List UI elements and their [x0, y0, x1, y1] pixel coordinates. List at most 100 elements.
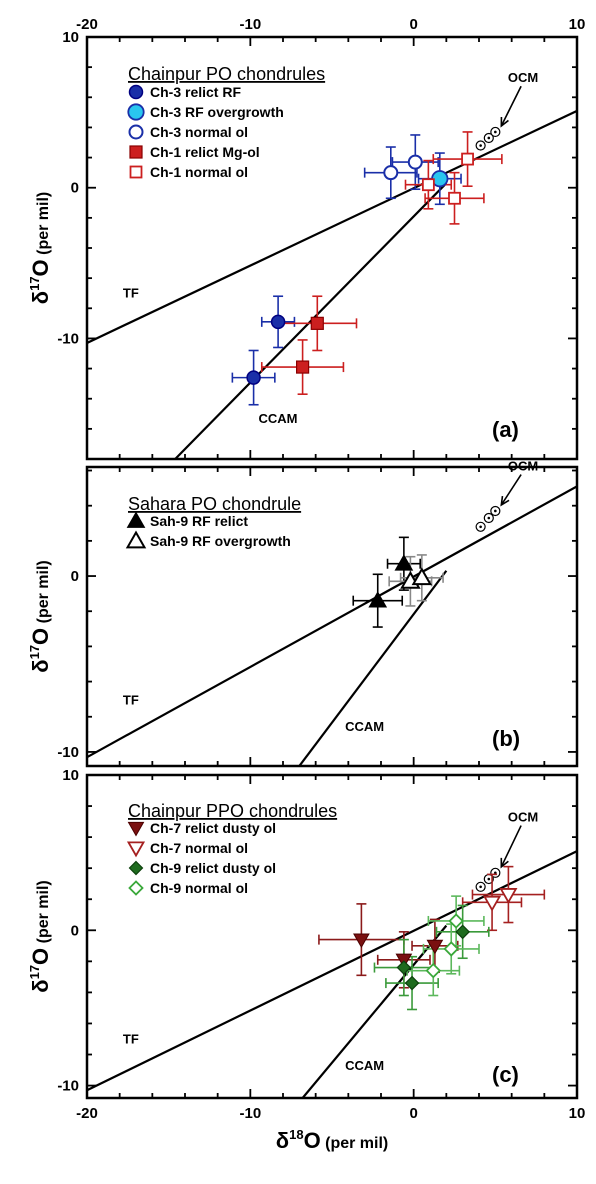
data-point — [296, 360, 310, 374]
legend-entry-label: Ch-7 normal ol — [150, 840, 248, 856]
ocm-point-center — [494, 130, 497, 134]
legend-entry-label: Sah-9 RF overgrowth — [150, 533, 291, 549]
y-axis-title-units: (per mil) — [35, 560, 52, 628]
y-tick-label: 10 — [62, 767, 79, 784]
x-tick-label-bottom: -10 — [239, 1105, 261, 1122]
y-axis-title-element: O — [28, 259, 53, 276]
legend-entry-label: Ch-3 RF overgrowth — [150, 104, 284, 120]
legend-entry-label: Ch-1 relict Mg-ol — [150, 144, 260, 160]
y-axis-title-units: (per mil) — [35, 880, 52, 948]
x-tick-label-bottom: 0 — [409, 1105, 417, 1122]
x-axis-title-element: O — [304, 1128, 321, 1153]
legend-marker — [128, 860, 144, 876]
legend-title: Chainpur PO chondrules — [128, 64, 325, 84]
data-point — [394, 554, 414, 571]
ocm-arrow-head — [500, 495, 510, 507]
reference-line-tf — [87, 850, 577, 1092]
y-tick-label: -10 — [57, 1078, 79, 1095]
legend-marker — [128, 124, 144, 140]
legend-entry-label: Ch-1 normal ol — [150, 164, 248, 180]
legend-marker — [126, 841, 146, 858]
ocm-point-center — [494, 509, 497, 513]
reference-line-ccam — [301, 924, 448, 1098]
series-ch-3-relict-rf — [231, 295, 296, 406]
chart-panel-1: TF CCAM OCM -20 -10 0 10 -10 0 10 δ17O (per mil) Ch… — [27, 16, 585, 461]
reference-line-label-ccam: CCAM — [345, 1058, 384, 1073]
data-point — [425, 962, 442, 979]
legend-marker — [127, 821, 145, 837]
ocm-arrow-shaft — [500, 474, 522, 506]
legend-entry-label: Ch-7 relict dusty ol — [150, 820, 276, 836]
legend-marker — [128, 84, 144, 100]
ocm-label: OCM — [508, 810, 538, 825]
ocm-point-center — [494, 871, 497, 875]
y-axis-title: δ17O (per mil) — [27, 880, 53, 993]
ocm-label: OCM — [508, 70, 538, 85]
legend-title: Chainpur PPO chondrules — [128, 801, 337, 821]
y-tick-label: 0 — [71, 180, 79, 197]
series-markers-ch-3-relict-rf — [246, 314, 286, 385]
data-point — [448, 913, 464, 929]
x-axis-title: δ18O (per mil) — [276, 1127, 389, 1153]
panel-label: (a) — [492, 417, 519, 442]
y-axis-title-units: (per mil) — [35, 192, 52, 260]
series-markers-ch-9-normal-ol — [425, 913, 464, 979]
panel-label: (b) — [492, 726, 520, 751]
series-markers-sah-9-rf-overgrowth — [400, 567, 433, 589]
plot-area — [87, 850, 577, 1098]
series-markers-ch-1-relict-mg-ol — [296, 316, 324, 374]
x-tick-label-top: -10 — [239, 16, 261, 33]
legend-marker — [126, 511, 146, 528]
data-point — [353, 933, 370, 949]
ocm-point-center — [479, 144, 482, 147]
legend-marker — [125, 530, 147, 549]
ocm-arrow-head — [500, 857, 509, 869]
reference-line-ccam — [298, 570, 448, 766]
data-point — [426, 939, 444, 955]
series-markers-ch-7-normal-ol — [483, 888, 518, 912]
plot-frame — [85, 35, 579, 461]
y-tick-label: 0 — [71, 568, 79, 585]
ocm-point-center — [487, 136, 491, 140]
y-axis-title: δ17O (per mil) — [27, 192, 53, 305]
y-tick-label: 10 — [62, 29, 79, 46]
ocm-arrow-shaft — [500, 825, 522, 868]
y-tick-label: 0 — [71, 922, 79, 939]
plot-frame — [85, 773, 579, 1100]
y-tick-label: -10 — [57, 744, 79, 761]
data-point — [396, 960, 412, 975]
reference-line-label-tf: TF — [123, 1032, 139, 1047]
legend-entry-label: Ch-9 relict dusty ol — [150, 860, 276, 876]
y-axis-title-delta: δ — [28, 291, 53, 304]
x-axis-title-units: (per mil) — [321, 1135, 389, 1152]
legend-entry-label: Sah-9 RF relict — [150, 513, 248, 529]
x-axis-title-delta: δ — [276, 1128, 289, 1153]
legend-marker — [128, 880, 144, 896]
data-point — [411, 567, 433, 586]
legend-marker — [129, 165, 143, 179]
series-markers-ch-9-relict-dusty-ol — [396, 924, 471, 991]
ocm-point-center — [479, 525, 482, 529]
y-axis-title-mass: 17 — [27, 645, 42, 659]
ocm-arrow-head — [500, 116, 509, 128]
data-point — [499, 888, 518, 904]
reference-line-label-ccam: CCAM — [259, 411, 298, 426]
panel-label: (c) — [492, 1062, 519, 1087]
reference-line-label-ccam: CCAM — [345, 719, 384, 734]
data-point — [461, 152, 474, 166]
ocm-point-center — [479, 885, 482, 889]
data-point — [383, 165, 399, 181]
data-point — [270, 314, 286, 330]
x-tick-label-top: -20 — [76, 16, 98, 33]
legend-entry-label: Ch-3 normal ol — [150, 124, 248, 140]
data-point — [368, 591, 388, 608]
y-axis-title-element: O — [28, 948, 53, 965]
legend-entry-label: Ch-3 relict RF — [150, 84, 241, 100]
plot-area — [87, 109, 577, 459]
data-point — [246, 370, 261, 385]
reference-line-tf — [87, 485, 577, 759]
y-axis-title: δ17O (per mil) — [27, 560, 53, 673]
data-point — [421, 178, 435, 192]
